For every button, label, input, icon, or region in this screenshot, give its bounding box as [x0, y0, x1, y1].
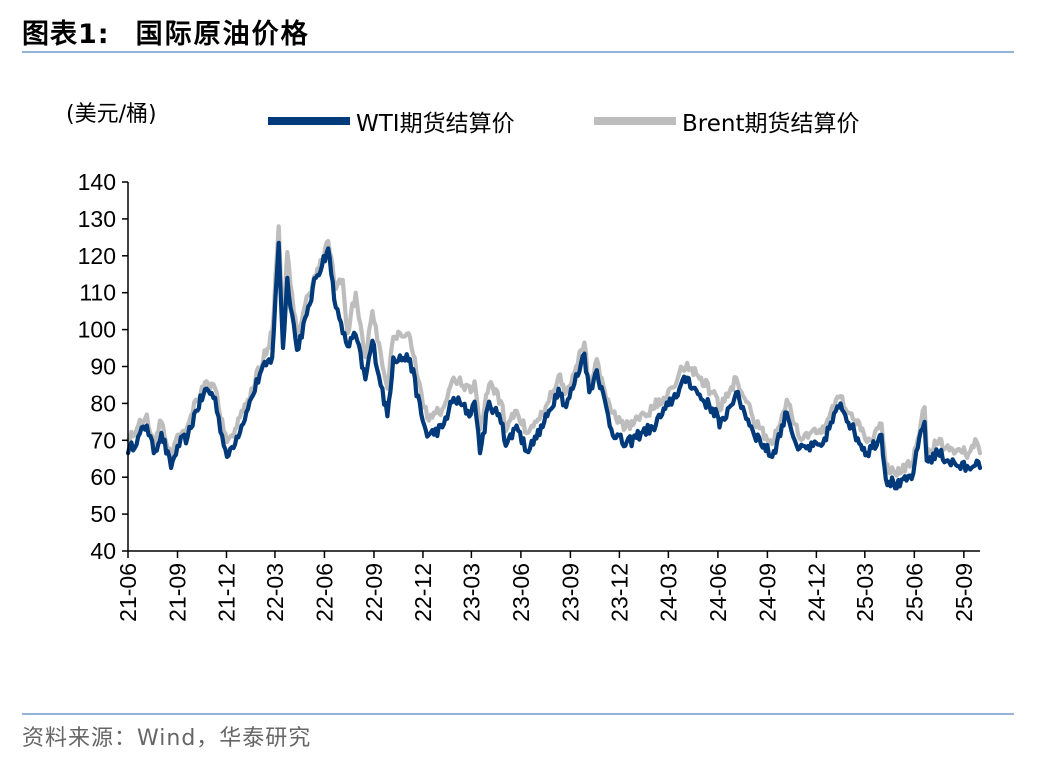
- y-tick-label: 80: [90, 390, 116, 416]
- x-tick-label: 25-06: [901, 563, 927, 622]
- figure-title: 图表1: 国际原油价格: [22, 12, 310, 51]
- x-tick-label: 22-09: [361, 563, 387, 622]
- y-axis-unit: (美元/桶): [66, 102, 157, 127]
- x-tick-label: 25-09: [951, 563, 977, 622]
- y-tick-label: 90: [90, 354, 116, 380]
- y-tick-label: 50: [90, 501, 116, 527]
- footer-divider: [22, 713, 1014, 715]
- y-tick-label: 40: [90, 538, 116, 564]
- legend-label-wti: WTI期货结算价: [356, 111, 515, 137]
- y-tick-label: 120: [78, 243, 116, 269]
- x-tick-label: 22-12: [410, 563, 436, 622]
- x-tick-label: 23-12: [606, 563, 632, 622]
- x-tick-label: 22-03: [262, 563, 288, 622]
- x-tick-label: 21-06: [115, 563, 141, 622]
- x-tick-label: 24-03: [655, 563, 681, 622]
- y-tick-label: 130: [78, 206, 116, 232]
- legend-item-brent: Brent期货结算价: [594, 104, 859, 138]
- legend-label-brent: Brent期货结算价: [682, 111, 860, 137]
- legend-item-wti: WTI期货结算价: [268, 104, 515, 138]
- x-tick-label: 21-12: [213, 563, 239, 622]
- x-tick-label: 23-09: [557, 563, 583, 622]
- legend-swatch-wti: [268, 117, 350, 125]
- x-tick-label: 24-09: [754, 563, 780, 622]
- oil-price-chart: 40 50 60 70 80 90 100 110 120 130 140 21-06 21-09 21-…: [78, 169, 983, 622]
- x-tick-label: 21-09: [165, 563, 191, 622]
- source-note: 资料来源：Wind，华泰研究: [22, 726, 312, 751]
- x-tick-label: 22-06: [311, 563, 337, 622]
- figure-number: 图表1:: [22, 19, 110, 50]
- series-layer: [125, 224, 983, 491]
- y-tick-label: 70: [90, 427, 116, 453]
- wti-series-line: [125, 240, 983, 491]
- y-tick-label: 60: [90, 464, 116, 490]
- axis-layer: 40 50 60 70 80 90 100 110 120 130 140 21-06 21-09 21-…: [78, 169, 980, 622]
- x-tick-label: 24-12: [803, 563, 829, 622]
- legend-swatch-brent: [594, 117, 676, 125]
- y-tick-label: 100: [78, 317, 116, 343]
- x-tick-label: 25-03: [852, 563, 878, 622]
- x-tick-label: 23-03: [458, 563, 484, 622]
- brent-series-line: [125, 224, 983, 478]
- y-tick-label: 140: [78, 169, 116, 195]
- title-divider: [22, 51, 1014, 53]
- x-tick-label: 24-06: [705, 563, 731, 622]
- x-tick-label: 23-06: [508, 563, 534, 622]
- page-title: 国际原油价格: [135, 19, 310, 50]
- y-tick-label: 110: [79, 280, 116, 306]
